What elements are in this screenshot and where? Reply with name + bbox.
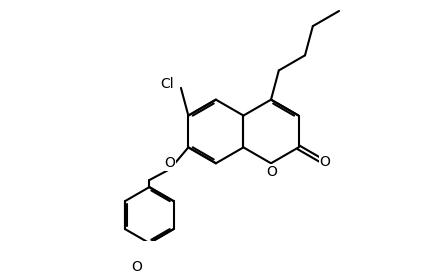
Text: O: O <box>164 156 175 170</box>
Text: O: O <box>131 260 142 272</box>
Text: O: O <box>266 165 277 178</box>
Text: O: O <box>319 155 330 169</box>
Text: Cl: Cl <box>160 77 174 91</box>
